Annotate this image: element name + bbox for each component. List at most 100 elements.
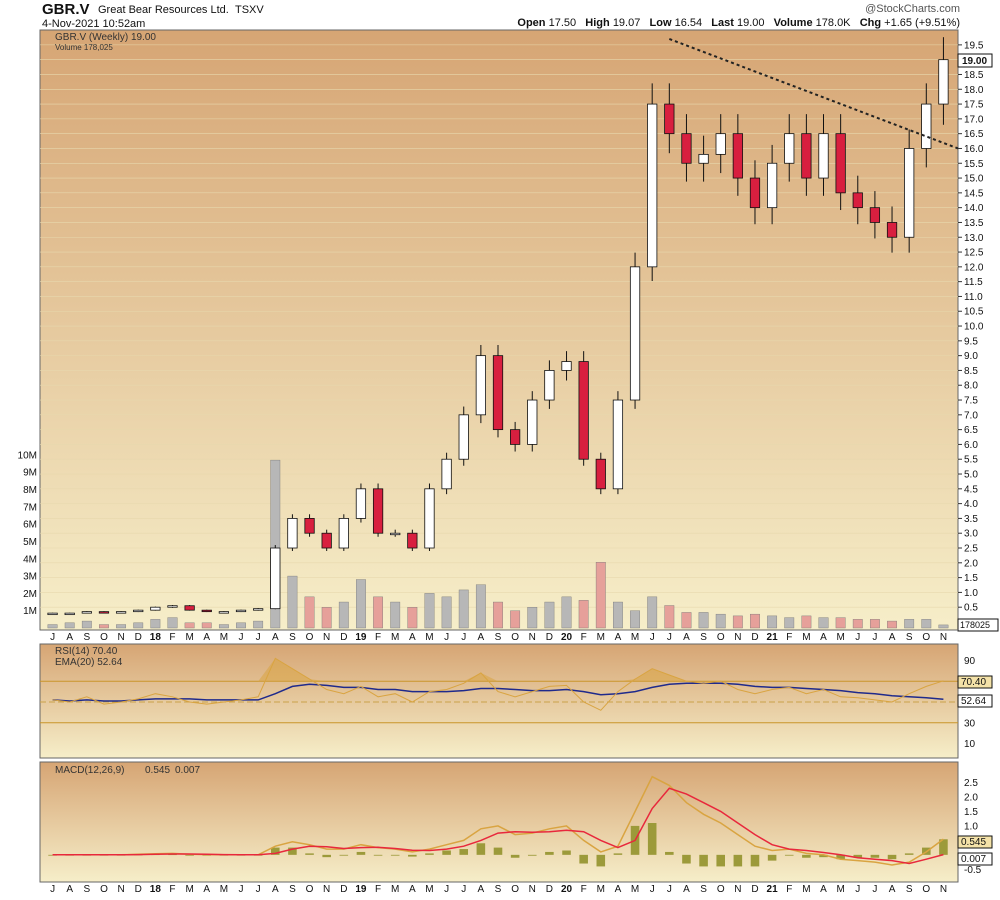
candle-body (767, 162, 778, 209)
candle-body (698, 153, 709, 164)
volume-bar (715, 613, 726, 629)
macd-histogram-bar (510, 854, 520, 858)
x-axis-label: J (50, 884, 55, 895)
volume-bar (304, 596, 315, 629)
candle-body (886, 222, 898, 238)
price-tick-label: 6.5 (964, 425, 978, 436)
rsi-tick-label: 90 (964, 656, 976, 667)
macd-histogram-bar (476, 843, 486, 855)
candle-body (47, 612, 58, 616)
price-legend-volume: Volume 178,025 (55, 43, 113, 52)
x-axis-label: J (239, 632, 244, 643)
volume-bar (613, 601, 623, 629)
x-axis-label: A (889, 884, 896, 895)
x-axis-label: J (650, 884, 655, 895)
candle-body (458, 414, 469, 460)
candle-body (578, 361, 589, 460)
candle-body (561, 361, 572, 371)
candle-body (115, 611, 127, 614)
x-axis-label: J (872, 884, 877, 895)
macd-legend-name: MACD(12,26,9) (55, 765, 124, 776)
volume-bar (321, 607, 332, 629)
price-tick-label: 18.0 (964, 85, 984, 96)
price-tick-label: 15.0 (964, 174, 984, 185)
x-axis-label: D (340, 884, 347, 895)
macd-histogram-bar (802, 854, 811, 858)
macd-histogram-bar (784, 854, 794, 856)
volume-bar (218, 624, 229, 629)
macd-panel-background[interactable] (39, 761, 959, 883)
macd-histogram-bar (836, 854, 845, 860)
volume-bar (356, 579, 366, 629)
volume-bar (818, 617, 829, 629)
x-axis-macd: J A S O N D 18 F M A M J J A S O N D 19 F M A M J J A S O N D 20 F M A M J J… (40, 881, 958, 895)
macd-histogram-bar (271, 847, 280, 855)
candle-body (270, 547, 281, 610)
price-tick-label: 2.5 (964, 544, 978, 555)
price-panel-background[interactable] (39, 29, 959, 631)
volume-bar (664, 605, 675, 629)
volume-bar (390, 601, 401, 629)
volume-bar (81, 620, 92, 629)
x-axis-label: O (306, 632, 314, 643)
x-axis-label: F (375, 632, 381, 643)
candle-body (218, 611, 229, 614)
x-axis-label: O (717, 632, 725, 643)
x-axis-label: J (855, 632, 860, 643)
x-axis-label: A (615, 884, 622, 895)
candle-body (904, 148, 915, 238)
exchange-label: TSXV (234, 4, 264, 16)
price-tick-label: 19.5 (964, 40, 984, 51)
x-axis-label: D (135, 632, 142, 643)
macd-histogram-bar (596, 854, 606, 867)
x-axis-label: A (66, 884, 73, 895)
last-label: Last (711, 17, 734, 29)
x-axis-label: 19 (355, 632, 367, 643)
volume-bar (150, 619, 161, 629)
volume-axis: 1M 2M 3M 4M 5M 6M 7M 8M 9M 10M (18, 450, 37, 617)
candle-body (647, 103, 658, 268)
x-axis-label: M (425, 632, 433, 643)
x-axis-label: M (597, 632, 605, 643)
x-axis-label: J (50, 632, 55, 643)
macd-histogram-bar (887, 854, 897, 860)
macd-histogram-bar (665, 851, 674, 855)
company-name: Great Bear Resources Ltd. TSXV (98, 4, 264, 16)
candle-body (681, 133, 692, 164)
quote-summary: Open 17.50 High 19.07 Low 16.54 Last 19.… (517, 17, 960, 29)
macd-legend-macd: 0.545 (145, 765, 170, 776)
candle-body (732, 133, 743, 179)
volume-bar (647, 596, 658, 629)
x-axis-label: N (529, 884, 536, 895)
volume-bar (904, 619, 915, 629)
volume-bar (887, 620, 897, 629)
company-label: Great Bear Resources Ltd. (98, 4, 229, 16)
brand-logo[interactable]: @StockCharts.com (865, 3, 960, 15)
macd-histogram-bar (545, 851, 554, 855)
x-axis-label: M (220, 632, 228, 643)
volume-bar (578, 600, 589, 629)
x-axis-label: J (650, 632, 655, 643)
last-price-badge: 19.00 (962, 56, 987, 67)
price-tick-label: 12.0 (964, 262, 984, 273)
volume-tick-label: 6M (23, 520, 37, 531)
x-axis-label: J (444, 632, 449, 643)
price-tick-label: 15.5 (964, 159, 984, 170)
volume-tick-label: 1M (23, 606, 37, 617)
rsi-panel-background[interactable] (39, 643, 959, 759)
x-axis-label: A (272, 884, 279, 895)
macd-histogram-bar (767, 854, 777, 861)
x-axis-label: O (306, 884, 314, 895)
candle-body (835, 133, 846, 194)
x-axis-label: N (529, 632, 536, 643)
volume-tick-label: 2M (23, 589, 37, 600)
macd-legend: MACD(12,26,9) 0.545 0.007 (55, 765, 200, 776)
macd-histogram-bar (459, 849, 469, 855)
price-tick-label: 1.0 (964, 588, 978, 599)
x-axis-label: J (667, 632, 672, 643)
x-axis-label: 18 (150, 632, 162, 643)
candle-body (475, 355, 486, 416)
macd-histogram-bar (373, 854, 383, 856)
x-axis-label: J (256, 632, 261, 643)
